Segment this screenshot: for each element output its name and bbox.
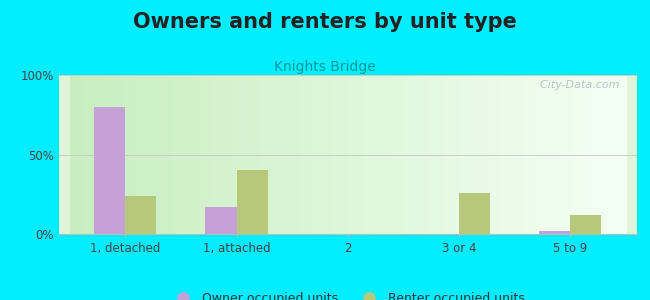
Bar bbox=[125, 196, 157, 234]
Bar bbox=[237, 170, 268, 234]
Legend: Owner occupied units, Renter occupied units: Owner occupied units, Renter occupied un… bbox=[166, 287, 530, 300]
Text: Knights Bridge: Knights Bridge bbox=[274, 60, 376, 74]
Bar bbox=[539, 231, 570, 234]
Bar bbox=[205, 207, 237, 234]
Text: City-Data.com: City-Data.com bbox=[533, 80, 619, 90]
Bar bbox=[570, 215, 601, 234]
Bar bbox=[94, 107, 125, 234]
Bar bbox=[459, 193, 490, 234]
Text: Owners and renters by unit type: Owners and renters by unit type bbox=[133, 12, 517, 32]
